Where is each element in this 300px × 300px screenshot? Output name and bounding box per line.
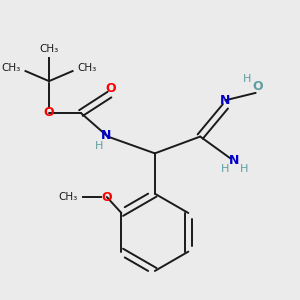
Text: CH₃: CH₃ <box>58 192 78 202</box>
Text: H: H <box>243 74 251 84</box>
Text: CH₃: CH₃ <box>78 63 97 74</box>
Text: O: O <box>106 82 116 95</box>
Text: CH₃: CH₃ <box>1 63 20 74</box>
Text: O: O <box>44 106 54 118</box>
Text: H: H <box>95 141 103 151</box>
Text: N: N <box>101 129 111 142</box>
Text: H: H <box>221 164 230 174</box>
Text: H: H <box>240 164 248 174</box>
Text: CH₃: CH₃ <box>39 44 59 54</box>
Text: O: O <box>252 80 262 93</box>
Text: N: N <box>220 94 231 107</box>
Text: N: N <box>229 154 240 166</box>
Text: O: O <box>101 190 112 203</box>
